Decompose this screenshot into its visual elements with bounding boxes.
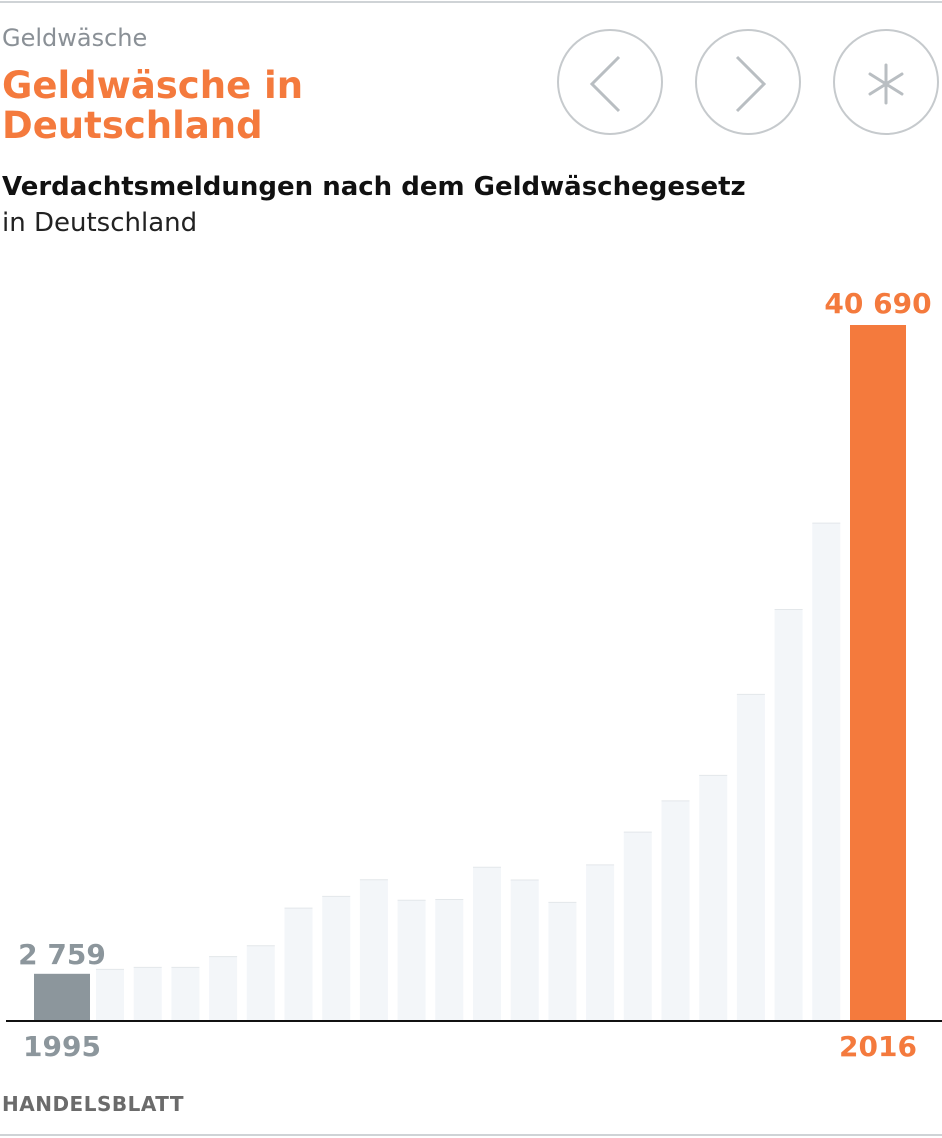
bar-2003 xyxy=(359,879,388,1021)
bar-1997 xyxy=(133,967,162,1021)
bar-2008 xyxy=(548,902,577,1021)
bar-1999 xyxy=(209,956,238,1021)
last-year-label: 2016 xyxy=(839,1030,917,1063)
bar-2011 xyxy=(661,800,690,1021)
bar-2016 xyxy=(850,325,906,1021)
bar-2013 xyxy=(736,694,765,1021)
bar-2010 xyxy=(623,832,652,1021)
last-value-label: 40 690 xyxy=(824,287,931,320)
bar-2007 xyxy=(510,880,539,1021)
asterisk-icon xyxy=(868,63,904,105)
bar-2006 xyxy=(473,867,501,1021)
chevron-right-icon xyxy=(735,55,767,113)
top-divider xyxy=(0,1,942,3)
bar-1995 xyxy=(34,973,90,1021)
next-button[interactable] xyxy=(695,29,801,135)
kicker: Geldwäsche xyxy=(2,24,148,52)
headline[interactable]: Geldwäsche in Deutschland xyxy=(2,64,304,147)
bar-2012 xyxy=(699,775,728,1021)
chevron-left-icon xyxy=(589,55,621,113)
chart-title: Verdachtsmeldungen nach dem Geldwäschege… xyxy=(2,172,746,202)
share-button[interactable] xyxy=(833,29,939,135)
bar-2014 xyxy=(774,609,803,1021)
source-label: HANDELSBLATT xyxy=(2,1092,185,1116)
bar-2001 xyxy=(284,908,313,1021)
bar-1996 xyxy=(96,969,124,1021)
bar-2000 xyxy=(246,945,275,1021)
bar-2009 xyxy=(586,864,615,1021)
bar-2004 xyxy=(397,900,426,1021)
bar-1998 xyxy=(171,967,200,1021)
first-year-label: 1995 xyxy=(23,1030,101,1063)
bottom-divider xyxy=(0,1134,942,1136)
bar-2005 xyxy=(435,899,464,1021)
previous-button[interactable] xyxy=(557,29,663,135)
bar-2002 xyxy=(322,896,351,1021)
first-value-label: 2 759 xyxy=(18,938,106,971)
bar-2015 xyxy=(812,523,841,1021)
chart-subtitle: in Deutschland xyxy=(2,208,198,238)
